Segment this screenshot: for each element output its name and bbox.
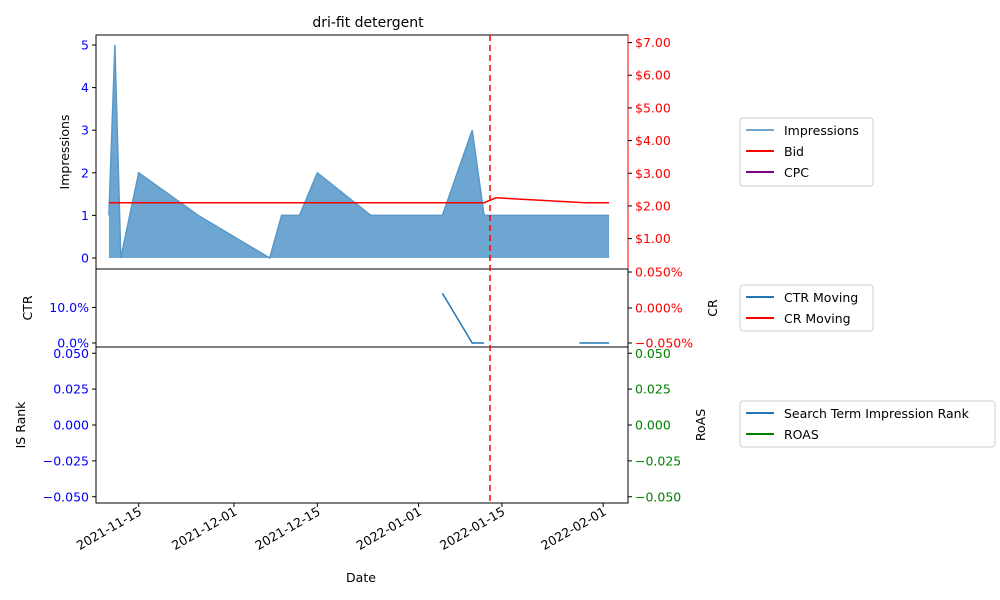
legend-top: Impressions Bid CPC (739, 117, 874, 187)
y-tick-impressions-1: 1 (81, 208, 89, 223)
y-tick-bid-7: $7.00 (635, 35, 671, 50)
y-tick-roas-3: 0.025 (635, 382, 671, 397)
legend-label-bid: Bid (784, 144, 804, 159)
y-tick-is-rank-0: −0.050 (43, 489, 89, 504)
y-axis-label-cr: CR (705, 299, 720, 317)
legend-bottom: Search Term Impression Rank ROAS (739, 400, 996, 448)
legend-label-search-term-rank: Search Term Impression Rank (784, 406, 970, 421)
x-tick-2022-01-15: 2022-01-15 (437, 504, 507, 553)
legend-middle: CTR Moving CR Moving (739, 284, 874, 332)
x-axis-label: Date (346, 570, 376, 585)
y-tick-impressions-5: 5 (81, 38, 89, 53)
y-tick-is-rank-2: 0.000 (53, 418, 89, 433)
legend-label-cpc: CPC (784, 165, 809, 180)
y-tick-impressions-3: 3 (81, 123, 89, 138)
x-tick-2022-01-01: 2022-01-01 (354, 504, 424, 553)
legend-label-impressions: Impressions (784, 123, 859, 138)
y-tick-cr-2: 0.050% (635, 265, 683, 280)
y-axis-label-is-rank: IS Rank (13, 401, 28, 449)
y-axis-label-impressions: Impressions (57, 115, 72, 190)
y-tick-is-rank-1: −0.025 (43, 453, 89, 468)
y-tick-roas-1: −0.025 (635, 453, 681, 468)
impressions-line (108, 44, 610, 260)
y-tick-impressions-2: 2 (81, 165, 89, 180)
legend-label-cr-moving: CR Moving (784, 311, 851, 326)
bid-line (108, 197, 610, 204)
x-tick-2021-11-15: 2021-11-15 (74, 504, 144, 553)
y-tick-cr-0: −0.050% (635, 336, 693, 351)
y-tick-bid-3: $3.00 (635, 166, 671, 181)
x-tick-2022-02-01: 2022-02-01 (538, 504, 608, 553)
x-tick-2021-12-01: 2021-12-01 (169, 504, 239, 553)
ctr-moving-line-0 (441, 292, 485, 344)
y-tick-ctr-1: 10.0% (49, 300, 89, 315)
y-tick-roas-2: 0.000 (635, 418, 671, 433)
y-tick-impressions-4: 4 (81, 80, 89, 95)
panel-middle-frame (95, 268, 629, 348)
y-tick-roas-4: 0.050 (635, 346, 671, 361)
y-axis-label-roas: RoAS (693, 409, 708, 441)
y-tick-impressions-0: 0 (81, 251, 89, 266)
legend-label-ctr-moving: CTR Moving (784, 290, 858, 305)
x-tick-2021-12-15: 2021-12-15 (252, 504, 322, 553)
panel-bottom-frame (95, 346, 629, 504)
y-tick-is-rank-3: 0.025 (53, 382, 89, 397)
y-tick-roas-0: −0.050 (635, 489, 681, 504)
y-tick-bid-6: $6.00 (635, 68, 671, 83)
y-tick-ctr-0: 0.0% (57, 336, 89, 351)
impressions-area (108, 45, 610, 258)
y-tick-cr-1: 0.000% (635, 301, 683, 316)
y-tick-bid-4: $4.00 (635, 133, 671, 148)
y-tick-bid-5: $5.00 (635, 100, 671, 115)
y-tick-bid-1: $1.00 (635, 231, 671, 246)
legend-label-roas: ROAS (784, 427, 819, 442)
chart-title: dri-fit detergent (312, 15, 424, 31)
y-axis-label-ctr: CTR (20, 295, 35, 320)
y-tick-is-rank-4: 0.050 (53, 346, 89, 361)
y-tick-bid-2: $2.00 (635, 198, 671, 213)
